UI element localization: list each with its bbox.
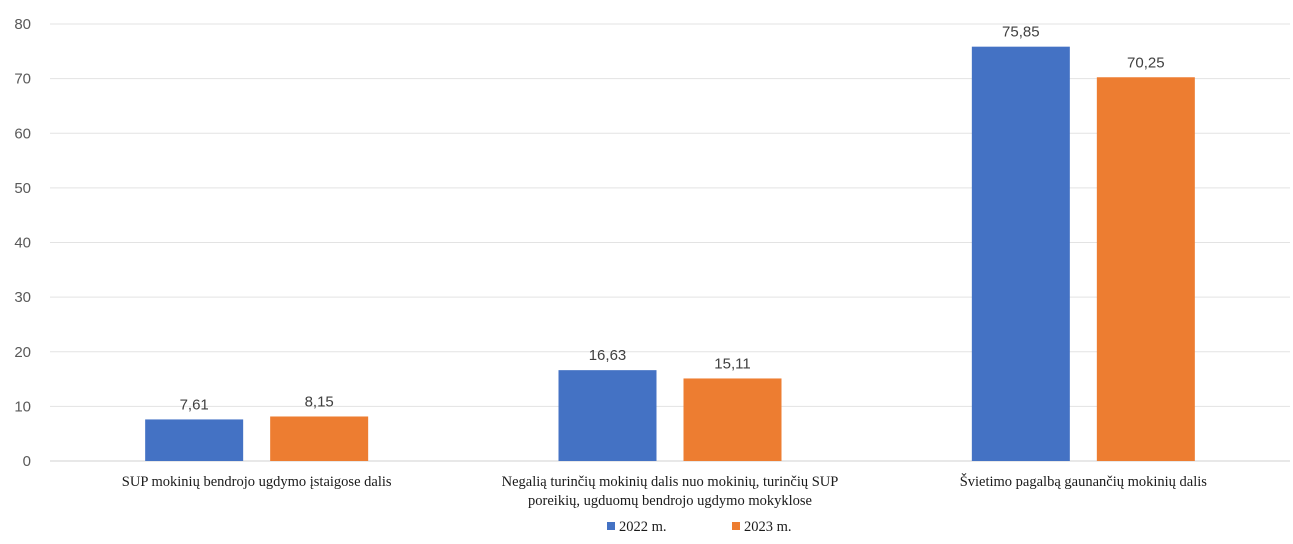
legend-label: 2023 m. xyxy=(744,519,792,535)
legend-label: 2022 m. xyxy=(619,519,667,535)
bar-series-2 xyxy=(270,416,369,461)
legend-swatch xyxy=(732,522,740,530)
data-label: 16,63 xyxy=(589,347,627,364)
legend-swatch xyxy=(607,522,615,530)
category-label: Negalią turinčių mokinių dalis nuo mokin… xyxy=(502,474,839,509)
bar-series-1 xyxy=(145,419,244,461)
y-tick-label: 60 xyxy=(14,125,31,142)
bar-series-1 xyxy=(971,46,1070,462)
y-axis-ticks: 0 10 20 30 40 50 60 70 80 xyxy=(14,16,31,470)
bar-series-2 xyxy=(1096,77,1195,462)
legend: 2022 m. 2023 m. xyxy=(607,519,792,535)
data-label: 15,11 xyxy=(714,355,750,372)
y-tick-label: 40 xyxy=(14,235,31,252)
y-tick-label: 10 xyxy=(14,398,31,415)
y-tick-label: 30 xyxy=(14,289,31,306)
bar-series-2 xyxy=(683,378,782,461)
bars xyxy=(145,46,1195,462)
bar-series-1 xyxy=(558,370,657,461)
data-label: 70,25 xyxy=(1127,54,1165,71)
data-label: 7,61 xyxy=(180,396,209,413)
y-tick-label: 70 xyxy=(14,71,31,88)
data-label: 75,85 xyxy=(1002,24,1040,41)
data-labels: 7,61 8,15 16,63 15,11 75,85 70,25 xyxy=(180,24,1165,414)
category-label: SUP mokinių bendrojo ugdymo įstaigose da… xyxy=(122,474,392,490)
data-label: 8,15 xyxy=(305,393,334,410)
y-tick-label: 0 xyxy=(23,453,31,470)
category-labels: SUP mokinių bendrojo ugdymo įstaigose da… xyxy=(122,473,1208,509)
y-tick-label: 80 xyxy=(14,16,31,33)
y-tick-label: 20 xyxy=(14,344,31,361)
gridlines xyxy=(50,23,1290,462)
category-label: Švietimo pagalbą gaunančių mokinių dalis xyxy=(960,473,1208,490)
y-tick-label: 50 xyxy=(14,180,31,197)
